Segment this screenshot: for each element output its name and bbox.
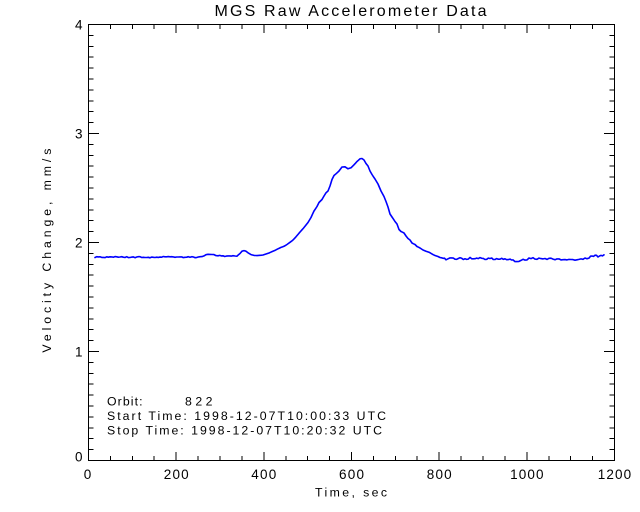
svg-text:Velocity Change, mm/s: Velocity Change, mm/s <box>40 149 54 353</box>
svg-text:MGS Raw Accelerometer Data: MGS Raw Accelerometer Data <box>215 3 487 20</box>
svg-text:Start Time: 1998-12-07T10:00:3: Start Time: 1998-12-07T10:00:33 UTC <box>107 409 386 423</box>
svg-text:1: 1 <box>75 344 83 359</box>
svg-text:822: 822 <box>185 395 213 409</box>
svg-text:Orbit:: Orbit: <box>107 395 143 409</box>
svg-text:0: 0 <box>84 467 92 482</box>
svg-text:1200: 1200 <box>598 467 631 482</box>
svg-text:2: 2 <box>75 235 83 250</box>
svg-text:800: 800 <box>427 467 452 482</box>
svg-text:4: 4 <box>75 17 83 32</box>
svg-text:1000: 1000 <box>510 467 543 482</box>
svg-text:600: 600 <box>339 467 364 482</box>
svg-text:0: 0 <box>75 450 83 465</box>
svg-text:200: 200 <box>164 467 189 482</box>
svg-text:Time, sec: Time, sec <box>315 486 387 500</box>
svg-text:3: 3 <box>75 126 83 141</box>
svg-text:400: 400 <box>251 467 276 482</box>
svg-text:Stop Time: 1998-12-07T10:20:32: Stop Time: 1998-12-07T10:20:32 UTC <box>107 423 382 437</box>
